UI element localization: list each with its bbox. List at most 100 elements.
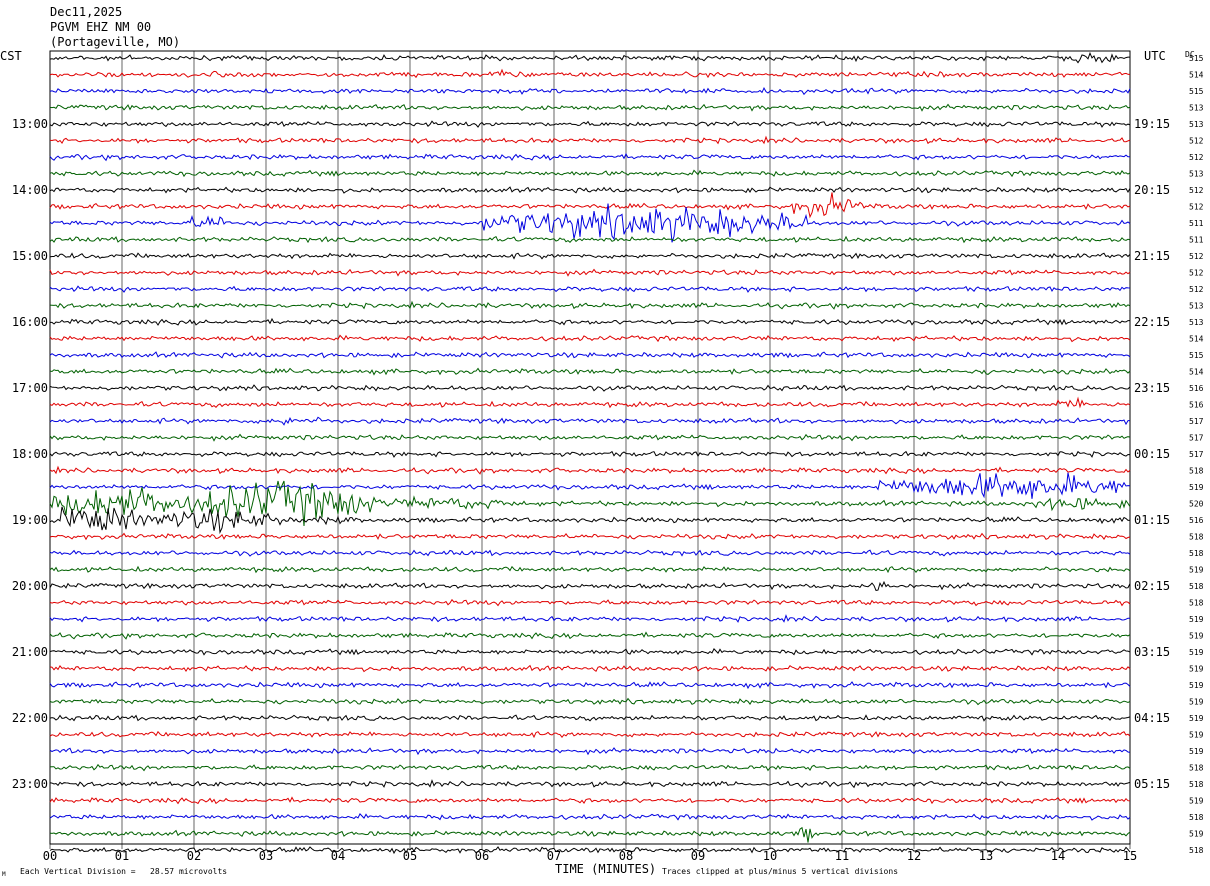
dc-offset-label: 515 <box>1189 351 1204 360</box>
dc-offset-label: 517 <box>1189 450 1204 459</box>
trace-line <box>49 135 1131 145</box>
trace-line <box>49 681 1131 690</box>
trace-line <box>49 779 1131 789</box>
trace-line <box>49 384 1131 392</box>
utc-hour-label: 21:15 <box>1134 249 1170 263</box>
x-tick-label: 03 <box>259 849 273 863</box>
trace-line <box>49 235 1131 244</box>
trace-line <box>49 367 1131 376</box>
dc-header-label: DC <box>1185 50 1195 59</box>
axis-labels: 00 01 02 03 04 05 06 07 08 09 10 11 12 13 14 15 515 514 51… <box>12 54 1204 863</box>
trace-lines <box>49 51 1131 855</box>
trace-line <box>49 68 1131 79</box>
trace-line <box>49 120 1131 128</box>
dc-offset-label: 517 <box>1189 434 1204 443</box>
trace-line <box>49 51 1130 64</box>
plot-date: Dec11,2025 <box>50 5 123 19</box>
trace-line <box>49 186 1131 194</box>
right-timezone-label: UTC <box>1144 49 1166 63</box>
station-code: PGVM EHZ NM 00 <box>50 20 152 34</box>
trace-line <box>49 747 1131 756</box>
trace-line <box>49 87 1131 96</box>
x-tick-label: 08 <box>619 849 633 863</box>
trace-line <box>49 580 1131 591</box>
utc-hour-label: 23:15 <box>1134 381 1170 395</box>
trace-line <box>49 549 1131 557</box>
trace-line <box>49 506 1131 535</box>
trace-line <box>49 285 1131 293</box>
trace-line <box>49 648 1131 656</box>
cst-hour-label: 18:00 <box>12 447 48 461</box>
trace-line <box>49 416 1130 426</box>
cst-hour-label: 14:00 <box>12 183 48 197</box>
trace-line <box>49 826 1131 843</box>
x-tick-label: 01 <box>115 849 129 863</box>
dc-offset-label: 519 <box>1189 681 1204 690</box>
dc-offset-label: 511 <box>1189 219 1204 228</box>
dc-offset-label: 515 <box>1189 87 1204 96</box>
corner-mark: M <box>2 871 6 878</box>
x-tick-label: 15 <box>1123 849 1137 863</box>
utc-hour-label: 22:15 <box>1134 315 1170 329</box>
dc-offset-label: 519 <box>1189 731 1204 740</box>
utc-hour-label: 05:15 <box>1134 777 1170 791</box>
dc-offset-label: 519 <box>1189 714 1204 723</box>
x-tick-label: 14 <box>1051 849 1065 863</box>
trace-line <box>49 203 1131 243</box>
dc-offset-label: 518 <box>1189 533 1204 542</box>
dc-offset-label: 516 <box>1189 516 1204 525</box>
dc-offset-label: 520 <box>1189 500 1204 509</box>
dc-offset-label: 518 <box>1189 549 1204 558</box>
trace-line <box>49 268 1131 277</box>
x-tick-label: 06 <box>475 849 489 863</box>
utc-hour-label: 20:15 <box>1134 183 1170 197</box>
x-tick-label: 07 <box>547 849 561 863</box>
dc-offset-label: 514 <box>1189 335 1204 344</box>
utc-hour-label: 00:15 <box>1134 447 1170 461</box>
dc-offset-label: 513 <box>1189 318 1204 327</box>
dc-offset-label: 514 <box>1189 71 1204 80</box>
trace-line <box>49 169 1131 178</box>
trace-line <box>49 103 1131 112</box>
dc-offset-label: 518 <box>1189 780 1204 789</box>
dc-offset-label: 519 <box>1189 830 1204 839</box>
dc-offset-label: 519 <box>1189 566 1204 575</box>
left-timezone-label: CST <box>0 49 22 63</box>
dc-offset-label: 519 <box>1189 747 1204 756</box>
cst-hour-label: 21:00 <box>12 645 48 659</box>
dc-offset-label: 519 <box>1189 797 1204 806</box>
dc-offset-label: 512 <box>1189 186 1204 195</box>
cst-hour-label: 16:00 <box>12 315 48 329</box>
plot-frame <box>49 50 1131 845</box>
trace-line <box>49 300 1131 310</box>
trace-line <box>49 598 1131 607</box>
dc-offset-label: 518 <box>1189 467 1204 476</box>
x-tick-label: 10 <box>763 849 777 863</box>
trace-line <box>50 317 1130 326</box>
station-location: (Portageville, MO) <box>50 35 181 49</box>
dc-offset-label: 518 <box>1189 582 1204 591</box>
trace-line <box>49 396 1131 409</box>
dc-offset-label: 515 <box>1189 54 1204 63</box>
cst-hour-label: 15:00 <box>12 249 48 263</box>
dc-offset-label: 514 <box>1189 368 1204 377</box>
x-tick-label: 04 <box>331 849 345 863</box>
dc-offset-label: 516 <box>1189 384 1204 393</box>
trace-line <box>49 730 1131 739</box>
trace-line <box>49 480 1131 527</box>
trace-line <box>49 714 1131 722</box>
cst-hour-label: 17:00 <box>12 381 48 395</box>
vertical-division-note: Each Vertical Division = 28.57 microvolt… <box>20 867 228 876</box>
dc-offset-label: 513 <box>1189 302 1204 311</box>
trace-line <box>49 813 1131 821</box>
trace-line <box>49 152 1130 162</box>
minute-grid <box>49 50 1131 849</box>
utc-hour-label: 04:15 <box>1134 711 1170 725</box>
dc-offset-label: 518 <box>1189 764 1204 773</box>
utc-hour-label: 03:15 <box>1134 645 1170 659</box>
dc-offset-label: 516 <box>1189 401 1204 410</box>
dc-offset-label: 512 <box>1189 269 1204 278</box>
x-tick-label: 02 <box>187 849 201 863</box>
dc-offset-label: 512 <box>1189 285 1204 294</box>
